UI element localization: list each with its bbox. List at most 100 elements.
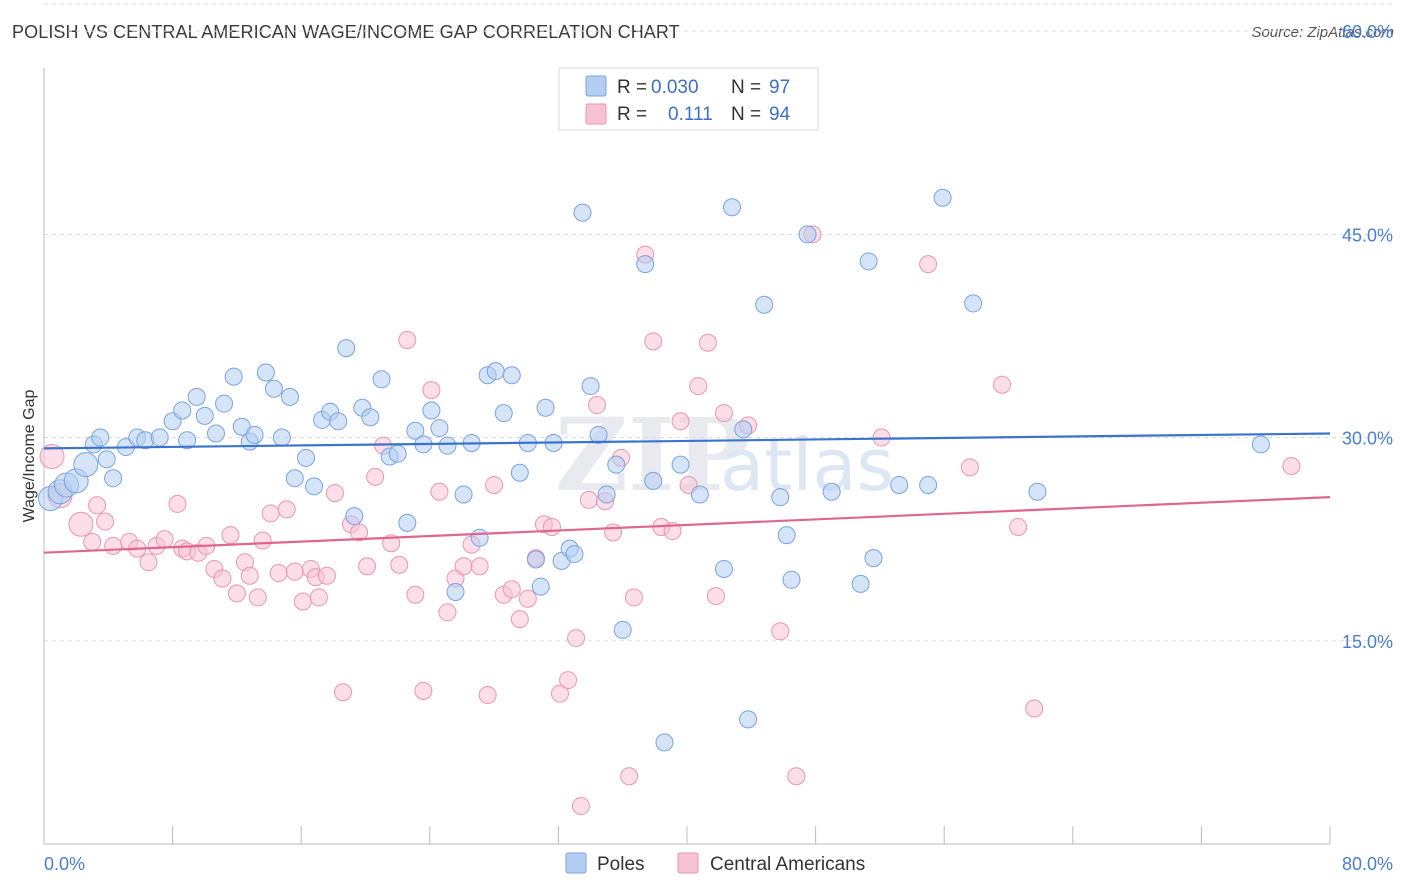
data-point: [739, 710, 758, 729]
data-point: [1025, 699, 1044, 718]
legend-swatch-poles: [585, 75, 607, 97]
data-point: [571, 797, 590, 816]
data-point: [173, 401, 192, 420]
data-point: [187, 387, 206, 406]
central-americans-points: [39, 225, 1301, 816]
series-legend: Poles Central Americans: [565, 852, 865, 875]
data-point: [88, 496, 107, 515]
y-tick-labels: 15.0% 30.0% 45.0% 60.0%: [1342, 22, 1393, 652]
data-point: [195, 406, 214, 425]
data-point: [280, 387, 299, 406]
legend-r-value-central: 0.111: [668, 104, 713, 125]
data-point: [690, 485, 709, 504]
bottom-legend-poles: Poles: [597, 854, 645, 875]
data-point: [104, 469, 123, 488]
trend-line-poles: [43, 432, 1331, 450]
data-point: [221, 526, 240, 545]
legend-r-label-central: R =: [617, 104, 647, 125]
data-point: [864, 549, 883, 568]
legend-n-label-poles: N =: [731, 77, 761, 98]
data-point: [97, 450, 116, 469]
data-point: [644, 332, 663, 351]
data-point: [248, 588, 267, 607]
data-point: [723, 198, 742, 217]
data-point: [272, 428, 291, 447]
legend-n-value-central: 94: [769, 104, 791, 125]
data-point: [398, 513, 417, 532]
data-point: [406, 585, 425, 604]
data-point: [536, 398, 555, 417]
data-point: [510, 610, 529, 629]
data-point: [213, 569, 232, 588]
y-tick-label: 30.0%: [1342, 429, 1393, 449]
data-point: [207, 424, 226, 443]
data-point: [430, 419, 449, 438]
data-point: [285, 469, 304, 488]
data-point: [91, 428, 110, 447]
data-point: [224, 367, 243, 386]
data-point: [329, 412, 348, 431]
data-point: [1009, 517, 1028, 536]
data-point: [438, 436, 457, 455]
data-point: [734, 420, 753, 439]
data-point: [256, 363, 275, 382]
data-point: [398, 331, 417, 349]
y-tick-label: 45.0%: [1342, 225, 1393, 245]
data-point: [502, 580, 521, 599]
data-point: [155, 530, 174, 549]
data-point: [510, 463, 529, 482]
x-ticks: [43, 826, 1331, 844]
data-point: [104, 536, 123, 555]
data-point: [422, 381, 441, 400]
data-point: [613, 620, 632, 639]
data-point: [388, 444, 407, 463]
data-point: [227, 584, 246, 603]
data-point: [771, 622, 790, 641]
data-point: [68, 511, 94, 537]
data-point: [350, 523, 369, 542]
data-point: [494, 404, 513, 423]
bottom-legend-swatch-central: [677, 852, 699, 874]
legend-n-value-poles: 97: [769, 77, 790, 98]
data-point: [993, 375, 1012, 394]
data-point: [960, 458, 979, 477]
data-point: [361, 408, 380, 427]
data-point: [822, 482, 841, 501]
data-point: [317, 566, 336, 585]
x-tick-label-min: 0.0%: [44, 854, 85, 874]
data-point: [607, 455, 626, 474]
data-point: [706, 587, 725, 606]
data-point: [531, 577, 550, 596]
data-point: [636, 255, 655, 274]
data-point: [277, 500, 296, 519]
data-point: [551, 684, 570, 703]
data-point: [337, 339, 356, 358]
data-point: [1282, 457, 1301, 475]
data-point: [264, 379, 283, 398]
data-point: [470, 528, 489, 547]
data-point: [755, 295, 774, 314]
x-tick-label-max: 80.0%: [1342, 854, 1393, 874]
data-point: [245, 425, 264, 444]
data-point: [624, 588, 643, 607]
data-point: [39, 444, 65, 470]
data-point: [215, 394, 234, 413]
data-point: [502, 366, 521, 385]
data-point: [269, 564, 288, 583]
data-point: [655, 733, 674, 752]
stats-legend: R = 0.030 N = 97 R = 0.111 N = 94: [558, 67, 819, 131]
data-point: [486, 362, 505, 381]
data-point: [422, 401, 441, 420]
data-point: [771, 488, 790, 507]
data-point: [261, 504, 280, 523]
data-point: [589, 425, 608, 444]
data-point: [358, 557, 377, 576]
data-point: [565, 545, 584, 564]
data-point: [253, 531, 272, 550]
data-point: [139, 553, 158, 572]
data-point: [890, 475, 909, 494]
data-point: [406, 421, 425, 440]
data-point: [526, 550, 545, 569]
data-point: [698, 333, 717, 352]
data-point: [454, 557, 473, 576]
